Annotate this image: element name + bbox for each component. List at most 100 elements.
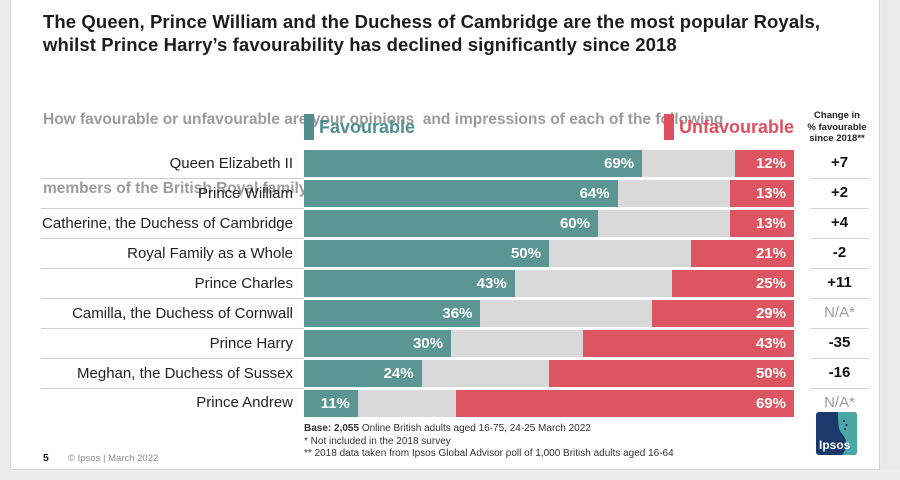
change-value: -35 — [810, 328, 869, 359]
bar-track: 60% 13% — [304, 210, 794, 237]
change-header-line3: since 2018** — [809, 133, 865, 144]
bar-track: 64% 13% — [304, 180, 794, 207]
legend-favourable: Favourable — [304, 114, 415, 140]
chart-row: Prince Harry 30% 43% -35 — [41, 328, 881, 359]
unfavourable-value: 12% — [755, 155, 786, 172]
bar-track: 11% 69% — [304, 389, 794, 417]
chart-legend: Favourable Unfavourable — [304, 114, 794, 144]
unfavourable-value: 43% — [755, 335, 786, 352]
unfavourable-bar: 12% — [735, 150, 794, 177]
row-label: Queen Elizabeth II — [41, 149, 304, 179]
unfavourable-legend-label: Unfavourable — [678, 116, 794, 137]
chart-row: Royal Family as a Whole 50% 21% -2 — [41, 238, 881, 269]
unfavourable-value: 69% — [755, 394, 786, 412]
favourable-value: 64% — [579, 185, 610, 202]
change-value: N/A* — [810, 298, 869, 329]
ipsos-logo-icon: Ipsos — [816, 412, 857, 455]
chart-row: Prince William 64% 13% +2 — [41, 178, 881, 209]
favourable-bar: 60% — [304, 210, 598, 237]
unfavourable-bar: 43% — [583, 330, 794, 357]
row-label: Prince Harry — [41, 329, 304, 359]
bar-track: 24% 50% — [304, 360, 794, 387]
favourable-value: 36% — [442, 305, 473, 322]
chart-rows: Queen Elizabeth II 69% 12% +7 Prince William… — [41, 148, 881, 418]
unfavourable-bar: 21% — [691, 240, 794, 267]
page-margin-bottom — [0, 470, 900, 480]
favourable-bar: 36% — [304, 300, 481, 327]
chart-row: Queen Elizabeth II 69% 12% +7 — [41, 148, 881, 179]
chart-row: Prince Andrew 11% 69% N/A* — [41, 388, 881, 418]
row-label: Meghan, the Duchess of Sussex — [41, 359, 304, 389]
unfavourable-bar: 69% — [455, 389, 794, 417]
unfavourable-swatch-icon — [663, 114, 674, 140]
unfavourable-value: 21% — [755, 245, 786, 262]
change-value: -2 — [810, 238, 869, 269]
footnote-base-rest: Online British adults aged 16-75, 24-25 … — [359, 423, 591, 434]
change-value: +11 — [810, 268, 869, 299]
change-value: +4 — [810, 208, 869, 239]
change-value: +7 — [810, 148, 869, 179]
favourable-value: 24% — [383, 365, 414, 382]
unfavourable-bar: 50% — [549, 360, 794, 387]
footnote-2: ** 2018 data taken from Ipsos Global Adv… — [304, 448, 674, 459]
unfavourable-value: 25% — [755, 275, 786, 292]
bar-track: 50% 21% — [304, 240, 794, 267]
favourable-value: 30% — [412, 335, 443, 352]
page-margin-right — [881, 0, 900, 480]
change-column-header: Change in % favourable since 2018** — [794, 110, 880, 145]
favourable-bar: 24% — [304, 360, 422, 387]
unfavourable-value: 50% — [755, 365, 786, 382]
page-number: 5 — [43, 452, 49, 464]
bar-track: 36% 29% — [304, 300, 794, 327]
legend-unfavourable: Unfavourable — [663, 114, 794, 140]
slide-title-line2: whilst Prince Harry’s favourability has … — [43, 34, 677, 55]
unfavourable-bar: 13% — [730, 210, 794, 237]
favourable-bar: 64% — [304, 180, 618, 207]
unfavourable-value: 13% — [755, 185, 786, 202]
unfavourable-bar: 13% — [730, 180, 794, 207]
favourable-bar: 43% — [304, 270, 515, 297]
favourable-bar: 11% — [304, 389, 358, 417]
slide-title: The Queen, Prince William and the Duches… — [43, 10, 871, 56]
chart-row: Prince Charles 43% 25% +11 — [41, 268, 881, 299]
change-header-line2: % favourable — [807, 121, 867, 133]
chart-row: Camilla, the Duchess of Cornwall 36% 29% N/… — [41, 298, 881, 329]
favourable-bar: 69% — [304, 150, 643, 177]
favourable-swatch-icon — [304, 114, 314, 140]
unfavourable-bar: 25% — [671, 270, 794, 297]
favourable-bar: 30% — [304, 330, 451, 357]
bar-track: 30% 43% — [304, 330, 794, 357]
slide: The Queen, Prince William and the Duches… — [10, 0, 880, 470]
unfavourable-value: 29% — [755, 305, 786, 322]
change-value: -16 — [810, 358, 869, 389]
favourable-legend-label: Favourable — [319, 116, 416, 137]
change-header-line1: Change in — [814, 110, 860, 121]
favourable-value: 43% — [476, 275, 507, 292]
footnote-base: Base: 2,055 Online British adults aged 1… — [304, 423, 674, 436]
row-label: Catherine, the Duchess of Cambridge — [41, 209, 304, 239]
row-label: Royal Family as a Whole — [41, 239, 304, 269]
row-label: Prince William — [41, 179, 304, 209]
row-label: Camilla, the Duchess of Cornwall — [41, 299, 304, 329]
row-label: Prince Charles — [41, 269, 304, 299]
slide-title-line1: The Queen, Prince William and the Duches… — [43, 11, 821, 32]
favourable-value: 50% — [510, 245, 541, 262]
bar-track: 43% 25% — [304, 270, 794, 297]
bar-track: 69% 12% — [304, 150, 794, 177]
favourable-bar: 50% — [304, 240, 549, 267]
copyright-text: © Ipsos | March 2022 — [68, 453, 159, 464]
chart-row: Meghan, the Duchess of Sussex 24% 50% -16 — [41, 358, 881, 389]
question-subtitle-line2: members of the British Royal family? — [43, 180, 317, 197]
chart-row: Catherine, the Duchess of Cambridge 60% 13… — [41, 208, 881, 239]
ipsos-logo: Ipsos — [816, 412, 857, 455]
favourable-value: 11% — [320, 394, 350, 412]
ipsos-logo-text: Ipsos — [819, 438, 851, 452]
favourable-value: 69% — [604, 155, 635, 172]
change-value: N/A* — [824, 394, 855, 411]
footnote-base-bold: Base: 2,055 — [304, 423, 360, 434]
unfavourable-bar: 29% — [651, 300, 794, 327]
footnotes: Base: 2,055 Online British adults aged 1… — [304, 423, 674, 461]
row-label: Prince Andrew — [196, 394, 293, 411]
change-value: +2 — [810, 178, 869, 209]
unfavourable-value: 13% — [755, 215, 786, 232]
